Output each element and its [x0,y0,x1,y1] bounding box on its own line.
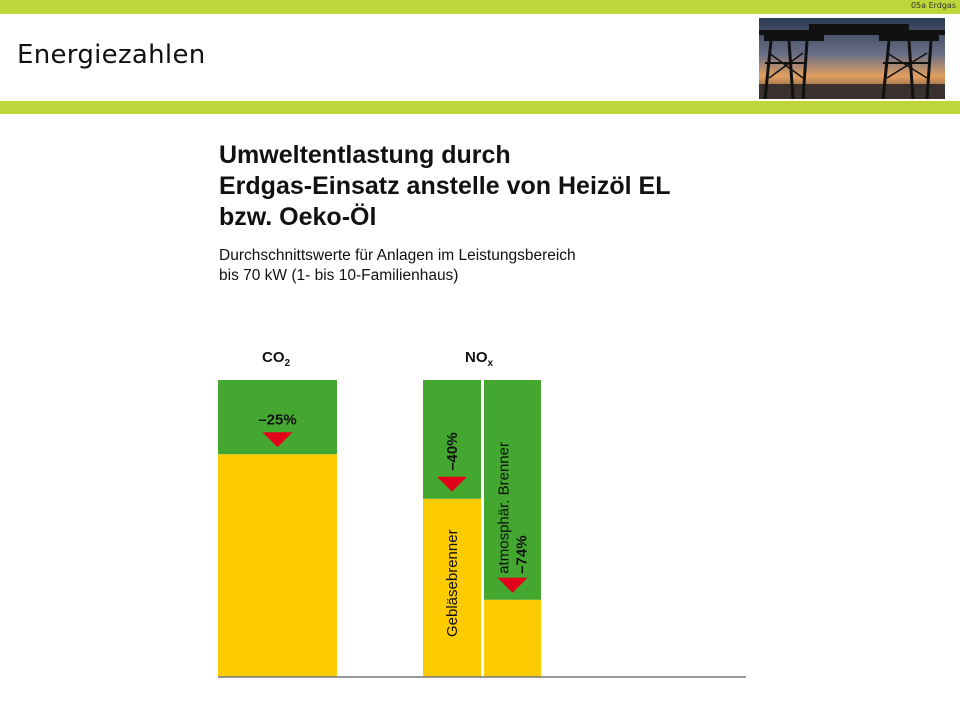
chart-subtitle-line-1: Durchschnittswerte für Anlagen im Leistu… [219,247,576,264]
section-label: 05a Erdgas [910,1,956,10]
nox-atmos-burner-label: atmosphär. Brenner [496,442,513,574]
chart-title-line-1: Umweltentlastung durch [219,141,511,169]
nox-geblaese-reduction-arrow-icon [437,476,467,492]
top-accent-bar [0,0,960,14]
nox-atmos-remaining-bar [484,599,541,677]
chart-title: Umweltentlastung durch Erdgas-Einsatz an… [219,140,671,233]
offshore-platform-photo [759,18,945,99]
co2-reduction-label: –25% [258,411,296,428]
nox-atmos-reduction-bar [484,380,541,600]
nox-geblaese-remaining-bar [423,498,481,677]
co2-reduction-arrow-icon [262,432,293,448]
chart-title-line-3: bzw. Oeko-Öl [219,203,377,231]
chart-title-line-2: Erdgas-Einsatz anstelle von Heizöl EL [219,172,671,200]
nox-atmos-reduction-label: –74% [514,535,531,573]
nox-atmos-reduction-arrow-icon [497,577,528,593]
slide-title: Energiezahlen [17,40,206,70]
nox-geblaese-reduction-label: –40% [444,432,461,470]
nox-group-label: NOx [465,349,494,369]
header-divider-bar [0,101,960,114]
nox-geblaese-burner-label: Gebläsebrenner [444,529,461,637]
chart-subtitle-line-2: bis 70 kW (1- bis 10-Familienhaus) [219,267,459,284]
co2-group-label: CO2 [262,349,291,369]
chart-subtitle: Durchschnittswerte für Anlagen im Leistu… [219,246,576,286]
co2-remaining-bar [218,454,337,677]
